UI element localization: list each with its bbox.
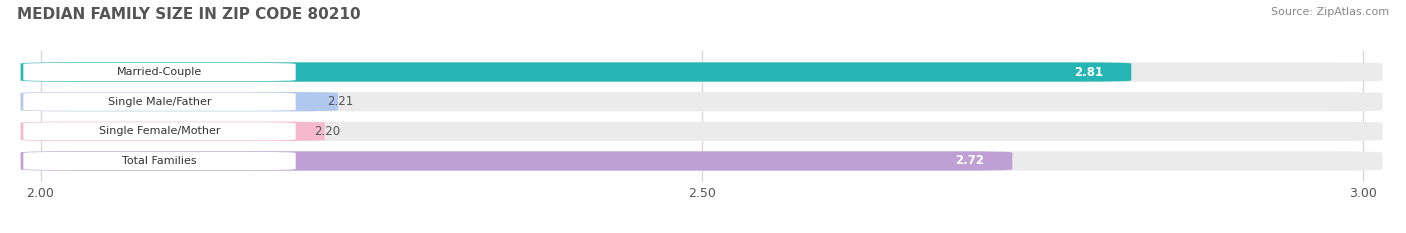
Text: Source: ZipAtlas.com: Source: ZipAtlas.com bbox=[1271, 7, 1389, 17]
FancyBboxPatch shape bbox=[21, 62, 1382, 82]
Text: 2.21: 2.21 bbox=[328, 95, 354, 108]
Text: MEDIAN FAMILY SIZE IN ZIP CODE 80210: MEDIAN FAMILY SIZE IN ZIP CODE 80210 bbox=[17, 7, 360, 22]
FancyBboxPatch shape bbox=[21, 151, 1382, 171]
Text: 2.81: 2.81 bbox=[1074, 65, 1104, 79]
Text: Married-Couple: Married-Couple bbox=[117, 67, 202, 77]
Text: Total Families: Total Families bbox=[122, 156, 197, 166]
FancyBboxPatch shape bbox=[21, 92, 337, 111]
FancyBboxPatch shape bbox=[21, 62, 1132, 82]
FancyBboxPatch shape bbox=[21, 122, 325, 141]
Text: Single Female/Mother: Single Female/Mother bbox=[98, 126, 221, 136]
FancyBboxPatch shape bbox=[21, 122, 1382, 141]
Text: Single Male/Father: Single Male/Father bbox=[108, 97, 211, 107]
Text: 2.72: 2.72 bbox=[956, 154, 984, 168]
Text: 2.20: 2.20 bbox=[314, 125, 340, 138]
FancyBboxPatch shape bbox=[21, 151, 1012, 171]
FancyBboxPatch shape bbox=[24, 122, 295, 140]
FancyBboxPatch shape bbox=[24, 63, 295, 81]
FancyBboxPatch shape bbox=[21, 92, 1382, 111]
FancyBboxPatch shape bbox=[24, 93, 295, 111]
FancyBboxPatch shape bbox=[24, 152, 295, 170]
